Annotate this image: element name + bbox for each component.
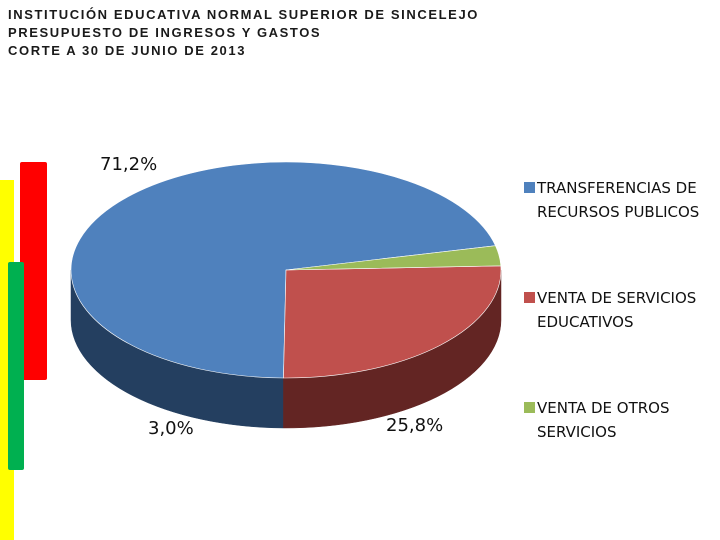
data-label-venta-de-otros: 3,0%: [148, 418, 194, 439]
legend-swatch-transferencias: [524, 182, 535, 193]
legend-label-transferencias: TRANSFERENCIAS DE RECURSOS PUBLICOS: [537, 179, 700, 221]
pie-top-faces: [70, 161, 502, 379]
legend-label-otros-servicios: VENTA DE OTROS SERVICIOS: [537, 399, 670, 441]
red-accent-bar: [20, 162, 47, 380]
green-accent-bar: [8, 262, 24, 470]
pie-slice-venta-de-otros: [285, 245, 502, 271]
header-date: CORTE A 30 DE JUNIO DE 2013: [8, 43, 247, 58]
page-header: INSTITUCIÓN EDUCATIVA NORMAL SUPERIOR DE…: [8, 6, 479, 60]
legend-swatch-otros-servicios: [524, 402, 535, 413]
legend-label-venta-servicios: VENTA DE SERVICIOS EDUCATIVOS: [537, 289, 697, 331]
pie-slice-venta-de-servicios: [283, 265, 502, 379]
legend-item-otros-servicios: VENTA DE OTROS SERVICIOS: [524, 396, 714, 444]
header-budget: PRESUPUESTO DE INGRESOS Y GASTOS: [8, 25, 322, 40]
header-institution: INSTITUCIÓN EDUCATIVA NORMAL SUPERIOR DE…: [8, 7, 479, 22]
legend-item-transferencias: TRANSFERENCIAS DE RECURSOS PUBLICOS: [524, 176, 714, 224]
legend-item-venta-servicios: VENTA DE SERVICIOS EDUCATIVOS: [524, 286, 714, 334]
data-label-transferencias-de-recursos: 71,2%: [100, 154, 157, 175]
data-label-venta-de-servicios: 25,8%: [386, 415, 443, 436]
legend-swatch-venta-servicios: [524, 292, 535, 303]
pie-slice-transferencias-de-recursos: [70, 161, 496, 379]
